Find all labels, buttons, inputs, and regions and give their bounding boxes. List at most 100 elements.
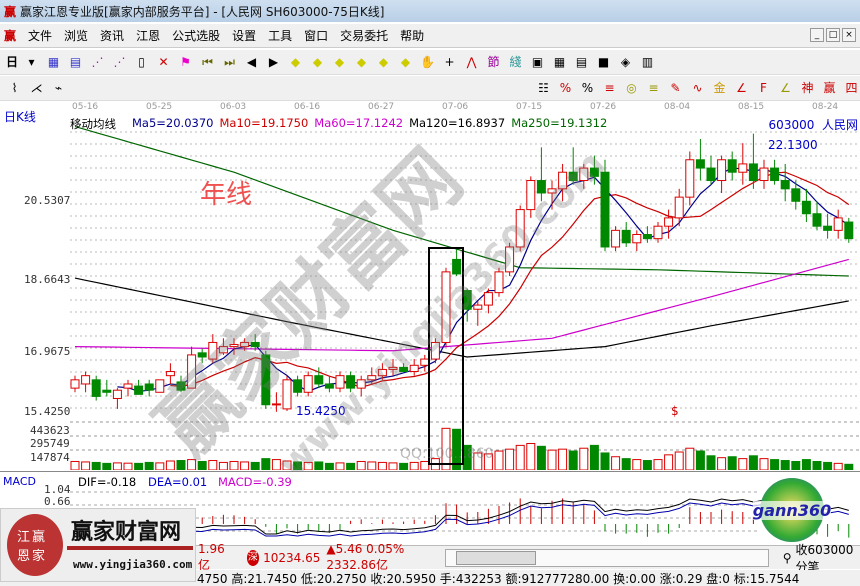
wave-icon[interactable]: ∿: [692, 80, 703, 95]
notes-icon[interactable]: ▤: [575, 54, 588, 69]
scroll-thumb[interactable]: [456, 550, 537, 565]
candle: [515, 205, 525, 252]
candle: [165, 363, 175, 384]
volume-bar: [356, 460, 366, 470]
volume-bar: [70, 460, 80, 470]
menu-settings[interactable]: 设置: [232, 29, 257, 43]
calendar-icon[interactable]: ▣: [531, 54, 544, 69]
candle-body: [685, 159, 695, 198]
ma5-line: [117, 167, 850, 393]
right-icon[interactable]: ▶: [268, 54, 279, 69]
fan-shen-icon[interactable]: 神: [801, 80, 814, 95]
first-icon[interactable]: ⏮: [202, 54, 213, 69]
candle: [197, 348, 207, 364]
gold-lines-icon[interactable]: ≡: [648, 80, 659, 95]
expand-icon[interactable]: ◆: [334, 54, 345, 69]
shrink-icon[interactable]: ◆: [356, 54, 367, 69]
candle-body: [123, 383, 133, 389]
menu-gann[interactable]: 江恩: [136, 29, 161, 43]
save-icon[interactable]: ■: [597, 54, 610, 69]
horizontal-scrollbar[interactable]: [445, 548, 769, 567]
candle-body: [324, 383, 334, 389]
volume-bar: [483, 453, 493, 470]
volume-bar: [409, 461, 419, 470]
section-icon[interactable]: 節: [487, 54, 500, 69]
y-tick: 20.5307: [24, 194, 71, 207]
candle-body: [377, 368, 387, 377]
menu-news[interactable]: 资讯: [100, 29, 125, 43]
computer-icon[interactable]: ▥: [641, 54, 654, 69]
zoom-left-icon[interactable]: ◆: [290, 54, 301, 69]
menu-tools[interactable]: 工具: [268, 29, 293, 43]
candle: [208, 334, 218, 364]
kline-chart[interactable]: 日K线 05-16 05-25 06-03 06-16 06-27 07-06 07-15 0…: [0, 102, 860, 486]
zoom-right-icon[interactable]: ◆: [312, 54, 323, 69]
draw-tool-icon[interactable]: ⌇: [11, 80, 18, 95]
percent-lines-icon[interactable]: ≡: [604, 80, 615, 95]
gold-box-icon[interactable]: 金: [713, 80, 726, 95]
menu-formula[interactable]: 公式选股: [172, 29, 221, 43]
indicator2-icon[interactable]: ⋰: [113, 54, 126, 69]
candle-body: [780, 180, 790, 190]
candle-body: [505, 246, 515, 273]
crosshair-icon[interactable]: +: [444, 54, 455, 69]
volume-bar: [335, 462, 345, 470]
chart-icon[interactable]: ▦: [47, 54, 60, 69]
flag-icon[interactable]: ⚑: [180, 54, 191, 69]
center-icon[interactable]: ◆: [378, 54, 389, 69]
dropdown-icon[interactable]: ▾: [28, 54, 35, 69]
dea-line: [74, 502, 849, 537]
pen-icon[interactable]: ✎: [670, 80, 681, 95]
minimize-button[interactable]: _: [810, 28, 824, 42]
fan-ying-icon[interactable]: 赢: [823, 80, 836, 95]
hand-icon[interactable]: ✋: [420, 54, 435, 69]
indicator-icon[interactable]: ⋰: [91, 54, 104, 69]
draw-tool-icon[interactable]: ⋌: [30, 80, 43, 95]
calculator-icon[interactable]: ▦: [553, 54, 566, 69]
candle: [717, 155, 727, 193]
percent-icon[interactable]: %: [581, 80, 594, 95]
index-value: 10234.65: [263, 550, 321, 565]
menu-help[interactable]: 帮助: [400, 29, 425, 43]
fan-f-icon[interactable]: F: [760, 80, 767, 95]
draw-tool-icon[interactable]: ⌁: [54, 80, 63, 95]
candle-body: [833, 217, 843, 231]
candle-body: [70, 379, 80, 389]
volume-bar: [165, 460, 175, 470]
network-icon[interactable]: ◈: [620, 54, 631, 69]
fit-icon[interactable]: ◆: [400, 54, 411, 69]
restore-button[interactable]: □: [826, 28, 840, 42]
menu-file[interactable]: 文件: [28, 29, 53, 43]
period-select[interactable]: 日: [6, 54, 19, 69]
percent-line-icon[interactable]: %: [559, 80, 572, 95]
volume-bar: [261, 458, 271, 470]
draw-icon[interactable]: ✕: [158, 54, 169, 69]
menu-window[interactable]: 窗口: [304, 29, 329, 43]
list-icon[interactable]: ▤: [69, 54, 82, 69]
volume-bar: [611, 456, 621, 470]
gold-icon[interactable]: ◎: [626, 80, 637, 95]
volume-bar: [780, 460, 790, 470]
table-icon[interactable]: ☷: [538, 80, 549, 95]
fan-icon[interactable]: ∠: [736, 80, 747, 95]
volume-bar: [759, 458, 769, 470]
ma120-value: Ma120=16.8937: [409, 116, 506, 130]
volume-bar: [208, 460, 218, 470]
fan-si-icon[interactable]: 四: [845, 80, 858, 95]
candle-icon[interactable]: ▯: [138, 54, 145, 69]
volume-bar: [664, 454, 674, 470]
menu-trade[interactable]: 交易委托: [340, 29, 389, 43]
antenna-icon: ⚲: [782, 550, 792, 565]
line-icon[interactable]: ⋀: [466, 54, 477, 69]
volume-bar: [579, 447, 589, 470]
volume-bar: [770, 459, 780, 470]
volume-bar: [748, 455, 758, 470]
volume-bar: [134, 462, 144, 470]
fan-gold-icon[interactable]: ∠: [780, 80, 791, 95]
left-icon[interactable]: ◀: [246, 54, 257, 69]
lines-icon[interactable]: 綫: [509, 54, 522, 69]
close-button[interactable]: ×: [842, 28, 856, 42]
last-icon[interactable]: ⏭: [224, 54, 235, 69]
candle: [748, 133, 758, 189]
menu-browse[interactable]: 浏览: [64, 29, 89, 43]
